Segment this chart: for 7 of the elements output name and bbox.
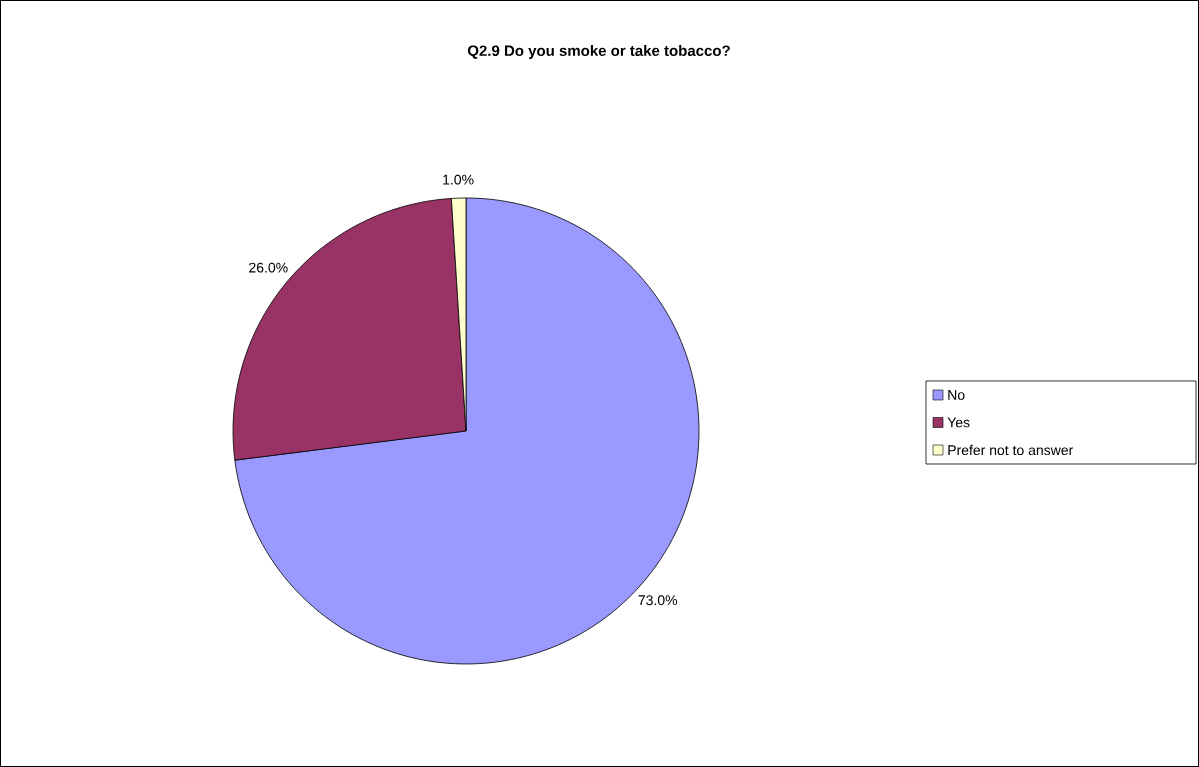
legend-label: Prefer not to answer — [948, 444, 1074, 456]
data-label: 26.0% — [249, 262, 288, 273]
chart-title: Q2.9 Do you smoke or take tobacco? — [467, 44, 730, 59]
data-label: 73.0% — [638, 595, 678, 606]
legend-label: No — [948, 390, 965, 400]
data-label: 1.0% — [443, 174, 474, 185]
legend-label: Yes — [947, 417, 970, 428]
